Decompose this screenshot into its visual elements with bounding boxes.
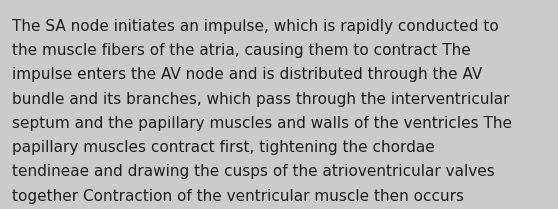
- Text: together Contraction of the ventricular muscle then occurs: together Contraction of the ventricular …: [12, 189, 464, 204]
- Text: the muscle fibers of the atria, causing them to contract The: the muscle fibers of the atria, causing …: [12, 43, 471, 58]
- Text: impulse enters the AV node and is distributed through the AV: impulse enters the AV node and is distri…: [12, 67, 483, 82]
- Text: papillary muscles contract first, tightening the chordae: papillary muscles contract first, tighte…: [12, 140, 435, 155]
- Text: septum and the papillary muscles and walls of the ventricles The: septum and the papillary muscles and wal…: [12, 116, 512, 131]
- Text: bundle and its branches, which pass through the interventricular: bundle and its branches, which pass thro…: [12, 92, 510, 107]
- Text: tendineae and drawing the cusps of the atrioventricular valves: tendineae and drawing the cusps of the a…: [12, 164, 495, 179]
- Text: The SA node initiates an impulse, which is rapidly conducted to: The SA node initiates an impulse, which …: [12, 19, 499, 34]
